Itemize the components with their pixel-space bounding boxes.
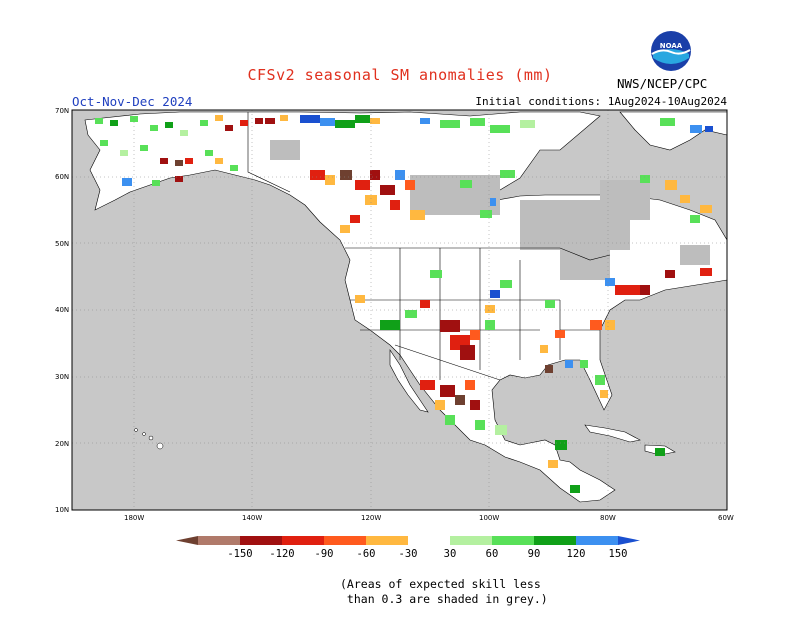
land-cuba — [584, 424, 641, 443]
lon-label: 100W — [479, 514, 499, 522]
colorbar-tick-label: 120 — [567, 548, 586, 560]
colorbar-segment — [576, 536, 618, 545]
colorbar: -150 -120 -90 -60 -30 30 60 90 120 150 — [176, 536, 640, 560]
colorbar-segment — [240, 536, 282, 545]
lon-label: 180W — [124, 514, 144, 522]
lon-label: 140W — [242, 514, 262, 522]
lat-label: 50N — [55, 240, 69, 248]
colorbar-tick-label: -30 — [399, 548, 418, 560]
colorbar-tick-label: -120 — [269, 548, 294, 560]
lat-labels: 70N 60N 50N 40N 30N 20N 10N — [55, 107, 69, 514]
land-baja — [389, 349, 429, 413]
colorbar-segment — [324, 536, 366, 545]
colorbar-segment — [198, 536, 240, 545]
lat-label: 70N — [55, 107, 69, 115]
lon-label: 120W — [361, 514, 381, 522]
anomaly-cells — [95, 115, 713, 493]
colorbar-tick-label: 60 — [486, 548, 499, 560]
lat-label: 10N — [55, 506, 69, 514]
colorbar-arrow-left — [176, 536, 198, 545]
colorbar-segment — [450, 536, 492, 545]
noaa-logo-text: NOAA — [660, 42, 683, 50]
season-label: Oct-Nov-Dec 2024 — [72, 94, 193, 109]
lat-label: 30N — [55, 373, 69, 381]
colorbar-tick-label: 150 — [609, 548, 628, 560]
colorbar-tick-label: -150 — [227, 548, 252, 560]
low-skill-shading — [270, 140, 710, 280]
colorbar-segment — [534, 536, 576, 545]
lat-label: 40N — [55, 306, 69, 314]
colorbar-tick-label: -60 — [357, 548, 376, 560]
colorbar-segment — [492, 536, 534, 545]
initial-conditions: Initial conditions: 1Aug2024-10Aug2024 — [475, 95, 727, 108]
map-frame — [71, 109, 728, 511]
skill-footnote: (Areas of expected skill less than 0.3 a… — [340, 577, 548, 606]
map-title: CFSv2 seasonal SM anomalies (mm) — [247, 66, 553, 84]
noaa-logo: NOAA — [651, 31, 691, 71]
colorbar-tick-label: 30 — [444, 548, 457, 560]
lat-label: 20N — [55, 440, 69, 448]
colorbar-arrow-right — [618, 536, 640, 545]
lon-label: 60W — [718, 514, 734, 522]
colorbar-tick-label: -90 — [315, 548, 334, 560]
lon-labels: 180W 140W 120W 100W 80W 60W — [124, 514, 734, 522]
agency-label: NWS/NCEP/CPC — [617, 76, 708, 91]
lon-label: 80W — [600, 514, 616, 522]
graticule — [72, 110, 727, 510]
colorbar-segment — [366, 536, 408, 545]
colorbar-tick-label: 90 — [528, 548, 541, 560]
lat-label: 60N — [55, 173, 69, 181]
colorbar-segment — [282, 536, 324, 545]
colorbar-segment — [408, 536, 450, 545]
